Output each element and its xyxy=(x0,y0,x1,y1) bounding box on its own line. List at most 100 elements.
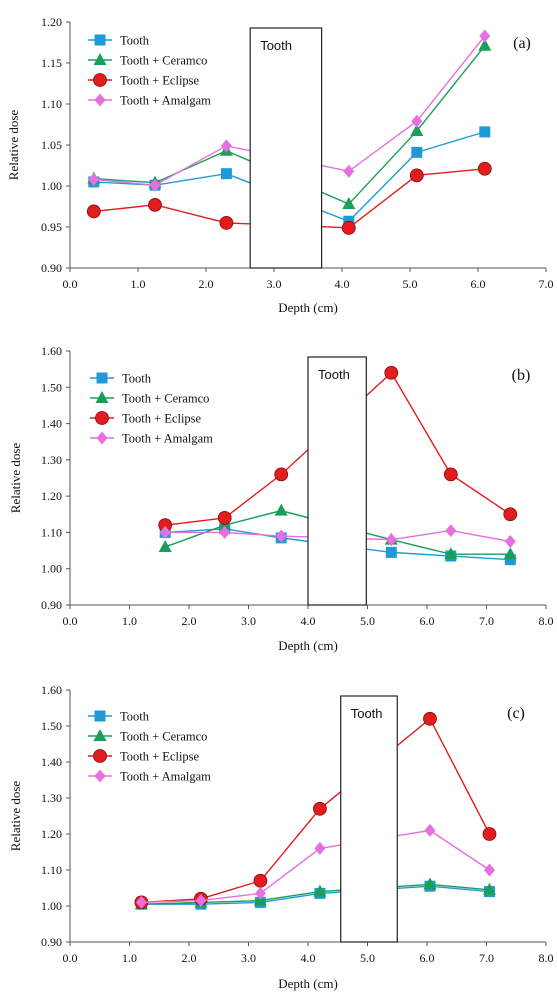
data-point xyxy=(195,894,207,908)
legend-label: Tooth xyxy=(120,710,150,724)
legend-marker xyxy=(93,749,107,763)
x-tick-label: 6.0 xyxy=(471,277,486,291)
tooth-region-label: Tooth xyxy=(351,706,383,721)
y-tick-label: 1.10 xyxy=(41,525,62,539)
x-tick-label: 7.0 xyxy=(479,951,494,965)
panel-label: (b) xyxy=(512,367,531,384)
data-point xyxy=(424,823,436,837)
x-tick-label: 2.0 xyxy=(199,277,214,291)
data-point xyxy=(411,146,423,158)
x-axis-title: Depth (cm) xyxy=(278,300,338,315)
data-point xyxy=(312,801,327,816)
x-tick-label: 5.0 xyxy=(403,277,418,291)
y-axis-title: Relative dose xyxy=(6,110,21,181)
data-point xyxy=(275,529,287,543)
x-tick-label: 1.0 xyxy=(122,614,137,628)
chart-panel-3: 0.90 1.00 1.10 1.20 1.30 1.40 1.50 1.60 0.0 1.0 2.… xyxy=(8,683,554,991)
data-point xyxy=(423,877,437,890)
y-tick-label: 1.40 xyxy=(41,417,62,431)
legend-marker xyxy=(94,34,106,46)
x-tick-label: 0.0 xyxy=(63,951,78,965)
data-point xyxy=(149,178,161,192)
x-tick-label: 8.0 xyxy=(539,951,554,965)
data-point xyxy=(158,539,172,552)
data-point xyxy=(219,525,231,539)
chart-panel-1: 0.90 0.95 1.00 1.05 1.10 1.15 1.20 0.0 1.0 2.0 3.0… xyxy=(6,15,554,315)
x-axis-title: Depth (cm) xyxy=(278,638,338,653)
data-point xyxy=(503,507,518,522)
legend-label: Tooth + Amalgam xyxy=(122,432,213,446)
data-point xyxy=(411,114,423,128)
series-tooth-amalgam xyxy=(135,823,495,909)
legend-label: Tooth + Ceramco xyxy=(120,54,207,68)
legend: Tooth Tooth + Ceramco Tooth + Eclipse Tooth… xyxy=(88,34,211,108)
legend-label: Tooth + Eclipse xyxy=(120,750,200,764)
x-tick-label: 1.0 xyxy=(122,951,137,965)
y-tick-label: 1.00 xyxy=(41,562,62,576)
data-point xyxy=(220,168,232,180)
panel-label: (c) xyxy=(507,705,525,722)
legend-label: Tooth + Ceramco xyxy=(122,392,209,406)
series-line xyxy=(141,885,490,905)
data-point xyxy=(443,467,458,482)
x-tick-label: 1.0 xyxy=(131,277,146,291)
legend-label: Tooth + Ceramco xyxy=(120,730,207,744)
legend-marker xyxy=(93,729,107,741)
tooth-region-label: Tooth xyxy=(260,38,292,53)
x-tick-label: 8.0 xyxy=(539,614,554,628)
y-tick-label: 0.90 xyxy=(41,261,62,275)
y-axis-title: Relative dose xyxy=(8,781,23,852)
series-line xyxy=(141,717,491,904)
series-line xyxy=(141,829,490,904)
y-tick-label: 1.20 xyxy=(41,15,62,29)
legend-label: Tooth + Eclipse xyxy=(122,412,202,426)
y-tick-label: 1.30 xyxy=(41,791,62,805)
x-tick-label: 0.0 xyxy=(63,614,78,628)
y-tick-label: 1.20 xyxy=(41,827,62,841)
panel-label: (a) xyxy=(513,35,531,52)
data-point xyxy=(159,525,171,539)
data-point xyxy=(313,884,327,897)
data-point xyxy=(477,161,492,176)
legend-marker xyxy=(96,431,108,445)
x-tick-label: 6.0 xyxy=(420,614,435,628)
x-tick-label: 4.0 xyxy=(335,277,350,291)
data-point xyxy=(445,524,457,538)
y-tick-label: 1.10 xyxy=(41,863,62,877)
series-line xyxy=(141,883,490,905)
y-tick-label: 1.50 xyxy=(41,380,62,394)
y-tick-label: 0.90 xyxy=(41,598,62,612)
data-point xyxy=(274,467,289,482)
y-tick-label: 1.20 xyxy=(41,489,62,503)
data-point xyxy=(482,882,496,895)
legend-marker xyxy=(93,53,107,65)
data-point xyxy=(217,511,232,525)
data-point xyxy=(482,827,497,841)
data-point xyxy=(86,204,101,219)
legend-marker xyxy=(95,411,109,425)
x-tick-label: 6.0 xyxy=(420,951,435,965)
data-point xyxy=(385,533,397,547)
data-point xyxy=(410,124,424,137)
data-point xyxy=(220,139,232,153)
data-point xyxy=(135,895,147,909)
tooth-region-box xyxy=(249,27,323,269)
y-tick-label: 1.05 xyxy=(41,138,62,152)
y-axis-title: Relative dose xyxy=(8,443,23,514)
legend-marker xyxy=(94,769,106,783)
tooth-region-label: Tooth xyxy=(318,367,350,382)
data-point xyxy=(503,547,517,560)
data-point xyxy=(444,547,458,560)
legend-marker xyxy=(93,73,107,87)
legend-label: Tooth + Amalgam xyxy=(120,94,211,108)
x-tick-label: 0.0 xyxy=(63,277,78,291)
legend-label: Tooth xyxy=(120,34,150,48)
y-tick-label: 1.50 xyxy=(41,719,62,733)
data-point xyxy=(343,164,355,178)
data-point xyxy=(342,197,356,210)
y-tick-label: 0.95 xyxy=(41,220,62,234)
x-tick-label: 3.0 xyxy=(241,951,256,965)
legend-marker xyxy=(95,391,109,403)
x-tick-label: 5.0 xyxy=(360,951,375,965)
legend-marker xyxy=(96,372,108,384)
